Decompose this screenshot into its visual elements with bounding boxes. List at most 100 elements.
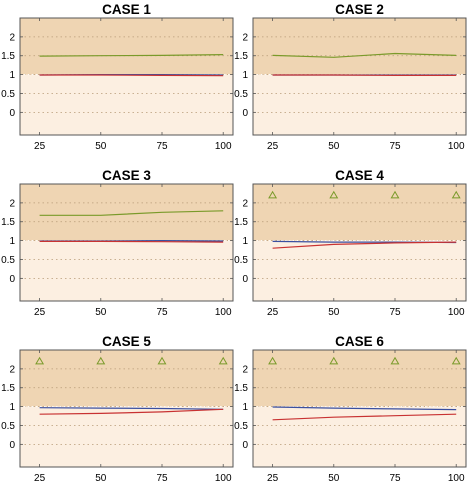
- background-band: [20, 240, 233, 301]
- x-tick-label: 75: [389, 473, 401, 481]
- chart-panel-4: 0 0.5 1 1.5 2 25 50 75 100 CASE 4: [234, 168, 467, 318]
- y-tick-label: 0.5: [1, 421, 15, 432]
- y-tick-label: 1.5: [1, 383, 15, 394]
- y-tick-label: 0.5: [1, 255, 15, 266]
- y-tick-label: 1.5: [234, 383, 248, 394]
- chart-panel-1: 0 0.5 1 1.5 2 25 50 75 100 CASE 1: [1, 2, 234, 152]
- x-tick-label: 100: [215, 307, 232, 318]
- series-line-3: [39, 240, 224, 243]
- series-line-3: [272, 241, 457, 249]
- x-tick-label: 25: [34, 307, 46, 318]
- x-tick-label: 25: [34, 141, 46, 152]
- data-point-marker: [268, 356, 278, 365]
- chart-panel-3: 0 0.5 1 1.5 2 25 50 75 100 CASE 3: [1, 168, 234, 318]
- x-tick-label: 75: [156, 141, 168, 152]
- background-band: [20, 184, 233, 241]
- y-tick-label: 1: [242, 402, 248, 413]
- x-tick-label: 50: [328, 473, 340, 481]
- y-tick-label: 0.5: [234, 89, 248, 100]
- series-line-2: [39, 407, 224, 410]
- y-tick-label: 1.5: [1, 217, 15, 228]
- background-band: [20, 406, 233, 467]
- plot-frame: [252, 349, 467, 468]
- x-tick-label: 50: [95, 473, 107, 481]
- x-tick-label: 25: [267, 473, 279, 481]
- chart-title: CASE 1: [102, 2, 151, 17]
- y-tick-label: 0: [9, 274, 15, 285]
- y-tick-label: 1: [9, 236, 15, 247]
- series-line-3: [39, 74, 224, 77]
- background-band: [20, 18, 233, 75]
- data-point-marker: [96, 356, 106, 365]
- series-line-2: [272, 406, 457, 411]
- series-line-1: [39, 54, 224, 57]
- data-point-marker: [451, 356, 461, 365]
- plot-frame: [19, 17, 234, 136]
- chart-title: CASE 4: [335, 168, 384, 183]
- chart-title: CASE 5: [102, 334, 151, 349]
- background-band: [253, 406, 466, 467]
- plot-frame: [19, 183, 234, 302]
- y-tick-label: 2: [9, 198, 15, 209]
- y-tick-label: 0: [242, 108, 248, 119]
- data-point-marker: [157, 356, 167, 365]
- background-band: [253, 240, 466, 301]
- data-point-marker: [390, 190, 400, 199]
- y-tick-label: 0: [242, 274, 248, 285]
- y-tick-label: 0: [9, 440, 15, 451]
- chart-title: CASE 2: [335, 2, 384, 17]
- series-line-1: [272, 52, 457, 58]
- data-point-marker: [268, 190, 278, 199]
- x-tick-label: 100: [448, 473, 465, 481]
- y-tick-label: 1.5: [234, 217, 248, 228]
- x-tick-label: 50: [95, 307, 107, 318]
- data-point-marker: [451, 190, 461, 199]
- x-tick-label: 25: [34, 473, 46, 481]
- chart-title: CASE 6: [335, 334, 384, 349]
- x-tick-label: 100: [448, 141, 465, 152]
- data-point-marker: [329, 356, 339, 365]
- plot-frame: [252, 17, 467, 136]
- plot-frame: [19, 349, 234, 468]
- x-tick-label: 75: [156, 307, 168, 318]
- chart-panel-2: 0 0.5 1 1.5 2 25 50 75 100 CASE 2: [234, 2, 467, 152]
- x-tick-label: 50: [95, 141, 107, 152]
- y-tick-label: 0: [242, 440, 248, 451]
- x-tick-label: 100: [448, 307, 465, 318]
- background-band: [253, 350, 466, 407]
- background-band: [20, 74, 233, 135]
- y-tick-label: 2: [9, 32, 15, 43]
- y-tick-label: 0.5: [234, 255, 248, 266]
- y-tick-label: 1: [242, 70, 248, 81]
- y-tick-label: 2: [242, 32, 248, 43]
- background-band: [253, 184, 466, 241]
- y-tick-label: 0.5: [234, 421, 248, 432]
- chart-title: CASE 3: [102, 168, 151, 183]
- y-tick-label: 2: [9, 364, 15, 375]
- x-tick-label: 25: [267, 141, 279, 152]
- y-tick-label: 1: [9, 402, 15, 413]
- x-tick-label: 75: [389, 141, 401, 152]
- data-point-marker: [218, 356, 228, 365]
- chart-panel-6: 0 0.5 1 1.5 2 25 50 75 100 CASE 6: [234, 334, 467, 481]
- series-line-1: [39, 210, 224, 216]
- x-tick-label: 50: [328, 141, 340, 152]
- data-point-marker: [35, 356, 45, 365]
- chart-panel-5: 0 0.5 1 1.5 2 25 50 75 100 CASE 5: [1, 334, 234, 481]
- y-tick-label: 1: [9, 70, 15, 81]
- background-band: [253, 18, 466, 75]
- series-line-3: [39, 408, 224, 415]
- y-tick-label: 1: [242, 236, 248, 247]
- y-tick-label: 1.5: [1, 51, 15, 62]
- x-tick-label: 75: [389, 307, 401, 318]
- y-tick-label: 0.5: [1, 89, 15, 100]
- x-tick-label: 25: [267, 307, 279, 318]
- background-band: [20, 350, 233, 407]
- y-tick-label: 0: [9, 108, 15, 119]
- x-tick-label: 100: [215, 141, 232, 152]
- background-band: [253, 74, 466, 135]
- y-tick-label: 1.5: [234, 51, 248, 62]
- plot-frame: [252, 183, 467, 302]
- data-point-marker: [390, 356, 400, 365]
